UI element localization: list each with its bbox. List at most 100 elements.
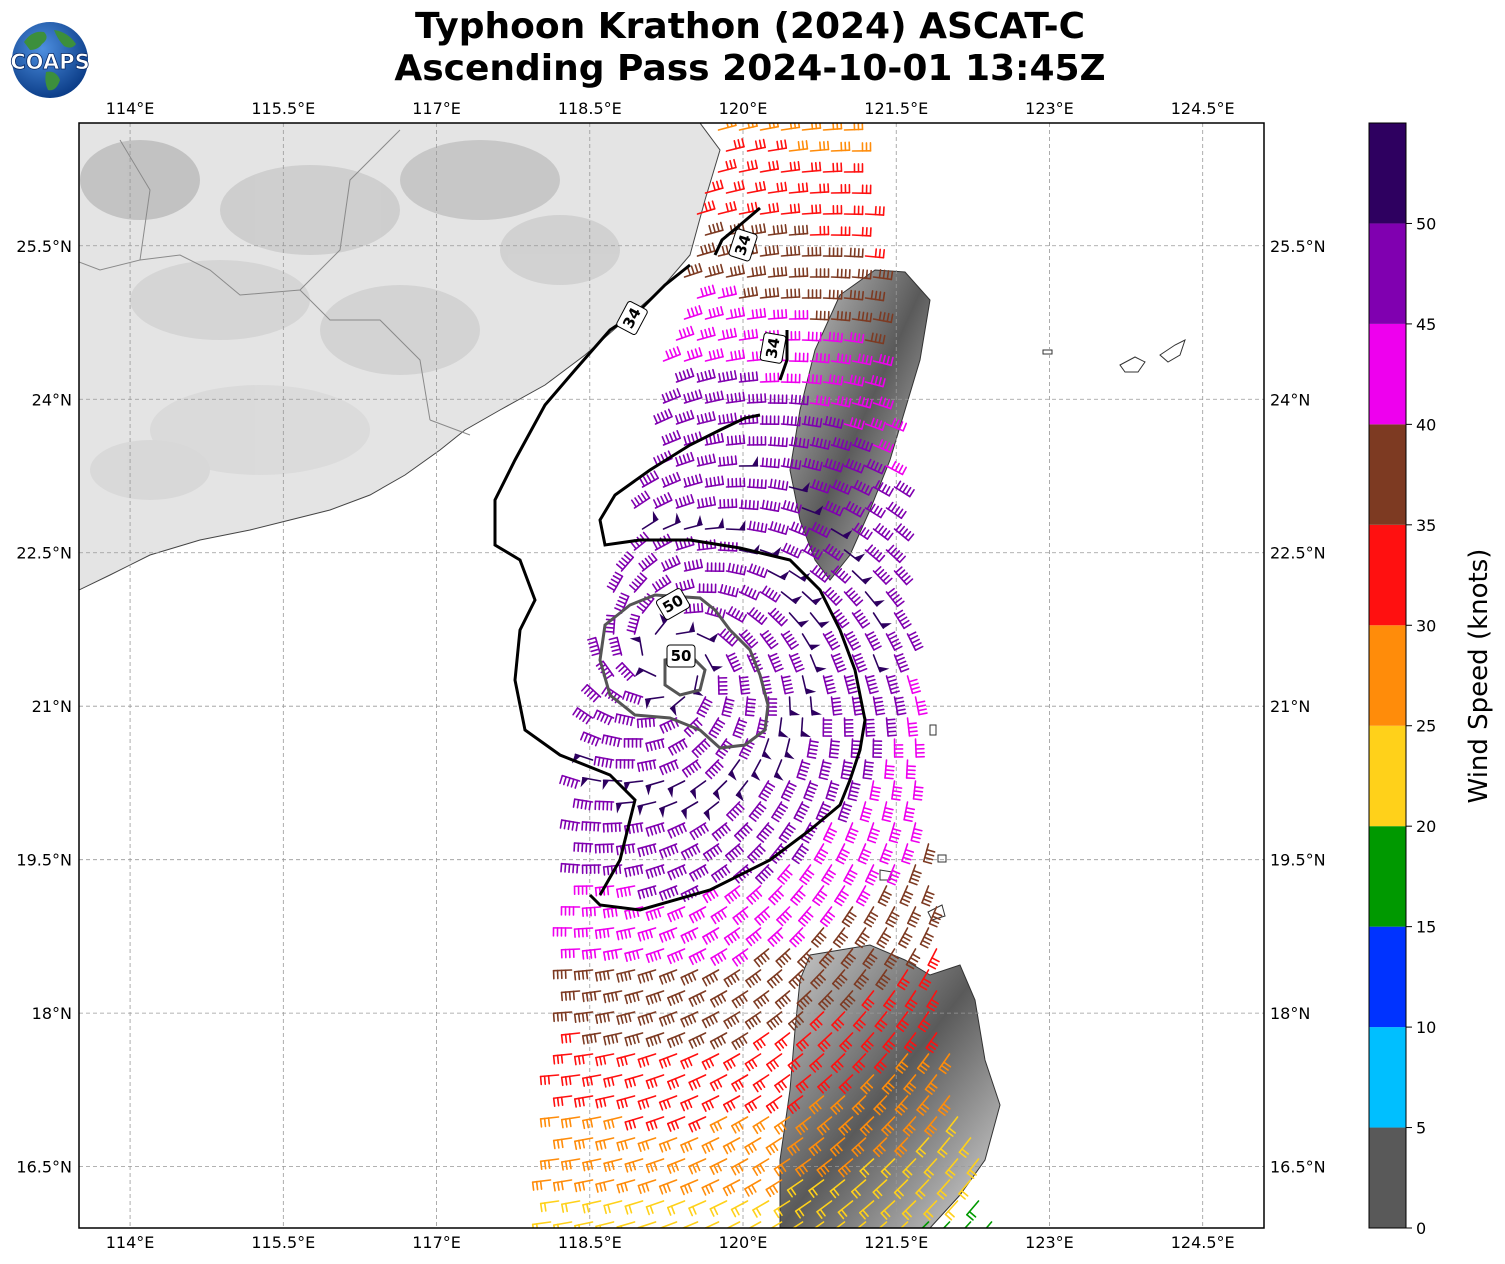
wind-barb (704, 263, 724, 278)
map-frame (78, 122, 1265, 1229)
wind-barb (638, 552, 658, 572)
wind-barb (869, 780, 882, 801)
wind-barb (771, 801, 789, 823)
wind-barb (818, 990, 834, 1011)
wind-barb (725, 562, 747, 576)
wind-barb (822, 331, 843, 343)
wind-barb (601, 734, 623, 748)
wind-barb (809, 696, 822, 716)
wind-barb (912, 780, 924, 801)
wind-barb (680, 1095, 699, 1112)
wind-barb (738, 499, 759, 511)
wind-barb (666, 1158, 686, 1174)
wind-barb (752, 1200, 770, 1218)
wind-barb (603, 1200, 623, 1215)
wind-barb (552, 1095, 573, 1107)
wind-barb (810, 969, 826, 990)
wind-barb (667, 990, 686, 1007)
wind-barb (966, 1158, 980, 1179)
wind-barb (894, 1095, 909, 1116)
wind-barb (816, 1158, 833, 1178)
wind-barb (958, 1179, 972, 1200)
wind-barb (661, 555, 681, 572)
wind-barb (645, 780, 665, 796)
wind-barb (717, 412, 738, 425)
wind-barb (921, 1221, 930, 1228)
wind-barb (767, 181, 788, 194)
wind-barb (573, 927, 594, 938)
wind-barb (906, 631, 924, 651)
wind-barb (822, 374, 844, 386)
lon-tick-label-bottom: 117°E (412, 1233, 461, 1252)
wind-barb (795, 1074, 812, 1094)
wind-barb (888, 822, 902, 844)
wind-barb (703, 801, 720, 822)
wind-barb (851, 570, 873, 585)
wind-barb (914, 696, 928, 716)
wind-barb (696, 326, 716, 341)
longitude-labels-bottom: 114°E 115.5°E 117°E 118.5°E 120°E 121.5°E 123°… (106, 1233, 1235, 1252)
wind-barb (864, 501, 886, 519)
wind-barb (780, 675, 794, 695)
wind-barb (885, 587, 905, 608)
wind-barb (767, 570, 790, 581)
wind-barb (872, 353, 894, 367)
wind-barb (595, 1137, 615, 1151)
luzon-land (779, 944, 1001, 1228)
wind-barb (915, 1179, 930, 1200)
wind-barb (843, 458, 866, 474)
wind-barb (658, 843, 679, 859)
wind-barb (872, 1137, 888, 1158)
wind-barb (840, 948, 856, 969)
wind-barb (746, 885, 763, 905)
wind-barb (897, 969, 910, 991)
wind-barb (595, 1011, 615, 1025)
wind-barb (880, 1200, 896, 1220)
wind-barb (851, 609, 871, 629)
wind-barb (862, 948, 878, 970)
wind-barb (830, 479, 853, 495)
wind-barb (851, 437, 873, 452)
wind-barb (831, 969, 848, 990)
wind-barb (644, 696, 665, 710)
colorbar-label: Wind Speed (knots) (1464, 549, 1494, 804)
wind-barb (830, 1095, 846, 1115)
lon-tick-label-bottom: 120°E (719, 1233, 768, 1252)
wind-barb (942, 1221, 951, 1228)
wind-barb (936, 1179, 951, 1200)
wind-barb (830, 226, 851, 236)
lon-tick-label-bottom: 118.5°E (558, 1233, 622, 1252)
wind-barb (903, 1032, 917, 1054)
wind-barb (822, 587, 843, 606)
wind-barb (746, 223, 767, 236)
wind-barb (927, 948, 940, 970)
wind-barb (866, 822, 880, 844)
contour-label: 34 (759, 332, 787, 364)
wind-barb (595, 1179, 615, 1193)
wind-barb (902, 1116, 917, 1137)
lon-tick-label-top: 121.5°E (864, 99, 928, 118)
wind-barb (925, 1032, 939, 1054)
lon-tick-label-top: 118.5°E (558, 99, 622, 118)
wind-radii-contours (493, 206, 867, 912)
wind-barb (580, 776, 602, 788)
wind-barb (793, 801, 810, 823)
wind-barb (837, 1200, 854, 1220)
wind-barb (709, 1116, 728, 1134)
wind-barb (645, 1032, 665, 1048)
wind-barb (765, 1179, 783, 1198)
wind-barb (658, 927, 678, 943)
wind-barb (832, 927, 849, 948)
wind-barb (899, 1221, 909, 1228)
wind-barb (872, 738, 883, 758)
wind-barb (906, 717, 919, 737)
wind-barb (667, 906, 686, 923)
wind-barb (560, 906, 581, 916)
wind-barb (744, 1179, 762, 1197)
wind-barb (560, 1074, 581, 1087)
wind-barb (851, 311, 873, 323)
wind-barb (653, 492, 673, 509)
colorbar-tick-label: 50 (1416, 214, 1436, 233)
wind-barb (883, 990, 896, 1012)
wind-barb (801, 415, 823, 428)
